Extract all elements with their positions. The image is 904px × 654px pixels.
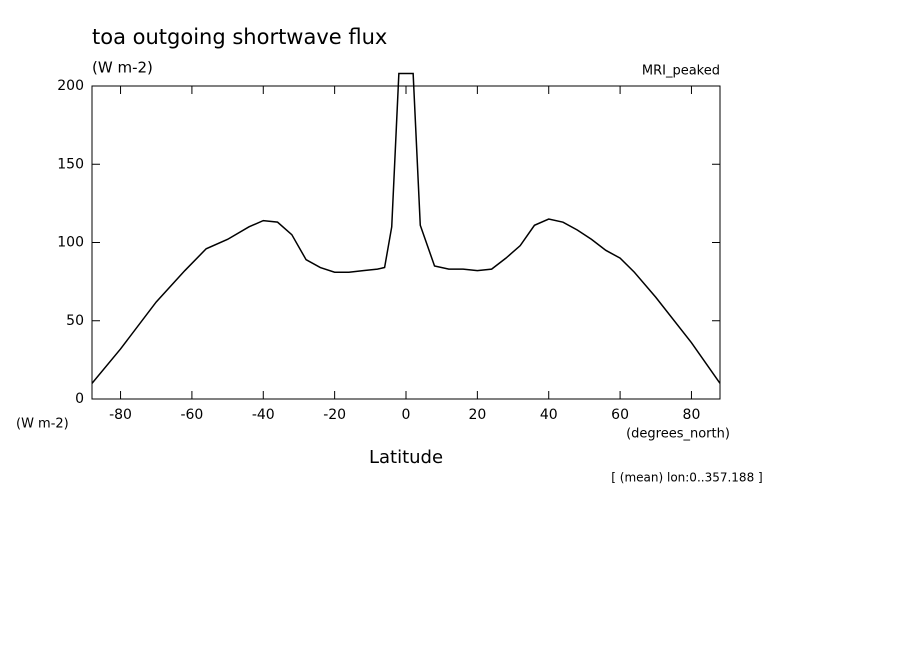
x-tick-label: -20 (323, 407, 346, 423)
x-tick-label: -80 (109, 407, 132, 423)
x-tick-label: 40 (540, 407, 558, 423)
y-tick-label: 150 (57, 156, 84, 172)
y-tick-label: 200 (57, 78, 84, 94)
x-tick-label: 0 (402, 407, 411, 423)
units-label: (W m-2) (92, 59, 153, 77)
x-tick-label: 60 (611, 407, 629, 423)
x-tick-label: -40 (252, 407, 275, 423)
y-tick-label: 0 (75, 391, 84, 407)
note: [ (mean) lon:0..357.188 ] (611, 471, 762, 485)
x-axis-title: Latitude (369, 447, 443, 468)
x-tick-label: 80 (683, 407, 701, 423)
chart-title: toa outgoing shortwave flux (92, 25, 387, 49)
x-units-label: (degrees_north) (626, 427, 730, 442)
x-tick-label: 20 (468, 407, 486, 423)
plot-frame (91, 85, 721, 400)
y-units-label: (W m-2) (16, 417, 69, 432)
y-tick-label: 100 (57, 235, 84, 251)
y-tick-label: 50 (66, 313, 84, 329)
dataset-label: MRI_peaked (642, 64, 720, 79)
data-line (91, 72, 721, 384)
x-tick-label: -60 (180, 407, 203, 423)
